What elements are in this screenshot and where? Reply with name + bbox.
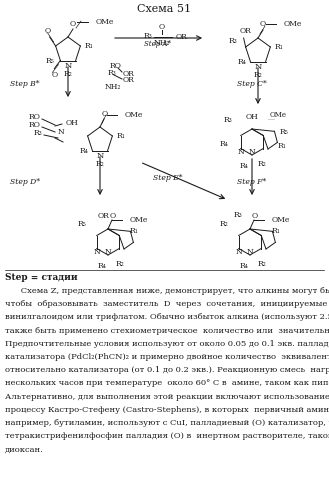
Text: N: N <box>93 248 100 256</box>
Text: Step E*: Step E* <box>153 174 183 182</box>
Text: R₂: R₂ <box>254 71 262 79</box>
Text: Step = стадии: Step = стадии <box>5 273 78 282</box>
Text: OMe: OMe <box>272 216 291 224</box>
Text: R₃: R₃ <box>223 116 232 124</box>
Text: ....: .... <box>267 116 275 121</box>
Text: OH: OH <box>246 113 258 121</box>
Text: R₁: R₁ <box>130 227 139 235</box>
Text: R₃: R₃ <box>233 211 242 219</box>
Text: N: N <box>254 63 262 71</box>
Text: R₃: R₃ <box>108 69 117 77</box>
Text: также быть применено стехиометрическое  количество или  значительный избыток).: также быть применено стехиометрическое к… <box>5 326 329 334</box>
Text: N: N <box>237 148 244 156</box>
Text: NH₂: NH₂ <box>105 83 121 91</box>
Text: R₁: R₁ <box>274 43 283 51</box>
Text: R₁: R₁ <box>272 227 281 235</box>
Text: OMe: OMe <box>96 18 114 26</box>
Text: O: O <box>102 110 108 118</box>
Text: Схема 51: Схема 51 <box>137 4 191 14</box>
Text: Step A*: Step A* <box>144 40 171 48</box>
Text: N: N <box>58 128 64 136</box>
Text: R₄: R₄ <box>240 162 248 170</box>
Text: OMe: OMe <box>270 111 287 119</box>
Text: N: N <box>96 152 104 160</box>
Text: винилгалоидом или трифлатом. Обычно избыток алкина (используют 2.5 экв., но може: винилгалоидом или трифлатом. Обычно избы… <box>5 314 329 322</box>
Text: OMe: OMe <box>125 111 143 119</box>
Text: O: O <box>252 212 258 220</box>
Text: RO: RO <box>28 113 40 121</box>
Text: R₂: R₂ <box>96 160 104 168</box>
Text: OR: OR <box>123 76 135 84</box>
Text: OR: OR <box>98 212 110 220</box>
Text: Схема Z, представленная ниже, демонстрирует, что алкины могут быть введены,: Схема Z, представленная ниже, демонстрир… <box>5 287 329 295</box>
Text: нескольких часов при температуре  около 60° C в  амине, таком как пиперидин.: нескольких часов при температуре около 6… <box>5 380 329 388</box>
Text: N: N <box>105 248 112 256</box>
Text: R₁: R₁ <box>84 42 93 50</box>
Text: R₂: R₂ <box>63 70 72 78</box>
Text: R₄: R₄ <box>238 58 246 66</box>
Text: Альтернативно, для выполнения этой реакции включают использование условий по: Альтернативно, для выполнения этой реакц… <box>5 392 329 400</box>
Text: Предпочтительные условия используют от около 0.05 до 0.1 экв. палладиевого: Предпочтительные условия используют от о… <box>5 340 329 348</box>
Text: O: O <box>70 20 76 28</box>
Text: Step C*: Step C* <box>237 80 267 88</box>
Text: R₂: R₂ <box>258 160 266 168</box>
Text: RO: RO <box>110 62 122 70</box>
Text: катализатора (PdCl₂(PhCN)₂ и примерно двойное количество  эквивалентов  CuI: катализатора (PdCl₂(PhCN)₂ и примерно дв… <box>5 353 329 361</box>
Text: R₄: R₄ <box>98 262 107 270</box>
Text: OH: OH <box>66 119 79 127</box>
Text: N: N <box>249 148 255 156</box>
Text: R₂: R₂ <box>115 260 124 268</box>
Text: например, бутиламин, используют с CuI, палладиевый (О) катализатор, такой как: например, бутиламин, используют с CuI, п… <box>5 419 329 427</box>
Text: относительно катализатора (от 0.1 до 0.2 экв.). Реакционную смесь  нагревают в т: относительно катализатора (от 0.1 до 0.2… <box>5 366 329 374</box>
Text: R₂: R₂ <box>219 220 228 228</box>
Text: O: O <box>110 212 116 220</box>
Text: R₃: R₃ <box>229 37 238 45</box>
Text: R₁: R₁ <box>278 142 287 150</box>
Text: N: N <box>247 248 253 256</box>
Text: O: O <box>260 20 266 28</box>
Text: RO: RO <box>28 121 40 129</box>
Text: чтобы  образовывать  заместитель  D  через  сочетания,  инициируемые  металлом  : чтобы образовывать заместитель D через с… <box>5 300 329 308</box>
Text: Step B*: Step B* <box>10 80 39 88</box>
Text: O: O <box>159 23 165 31</box>
Text: N: N <box>235 248 242 256</box>
Text: Step D*: Step D* <box>10 178 40 186</box>
Text: NH₂: NH₂ <box>154 39 170 47</box>
Text: R₃: R₃ <box>33 129 42 137</box>
Text: R₄: R₄ <box>219 140 228 148</box>
Text: тетракистрифенилфосфин палладия (О) в  инертном растворителе, таком как ТГФ или: тетракистрифенилфосфин палладия (О) в ин… <box>5 432 329 440</box>
Text: R₅: R₅ <box>280 128 289 136</box>
Text: OR: OR <box>123 70 135 78</box>
Text: OMe: OMe <box>284 20 302 28</box>
Text: процессу Кастро-Стефену (Castro-Stephens), в которых  первичный амин, такой как,: процессу Кастро-Стефену (Castro-Stephens… <box>5 406 329 414</box>
Text: диоксан.: диоксан. <box>5 446 44 454</box>
Text: OR: OR <box>176 33 188 41</box>
Text: Step F*: Step F* <box>237 178 266 186</box>
Text: R₂: R₂ <box>258 260 266 268</box>
Text: R₅: R₅ <box>77 220 86 228</box>
Text: O: O <box>44 27 51 35</box>
Text: R₄: R₄ <box>80 146 89 154</box>
Text: R₄: R₄ <box>240 262 248 270</box>
Text: OMe: OMe <box>130 216 148 224</box>
Text: R₅: R₅ <box>46 56 54 64</box>
Text: O: O <box>51 70 58 78</box>
Text: R₃: R₃ <box>143 32 152 40</box>
Text: OR: OR <box>240 27 252 35</box>
Text: N: N <box>64 62 72 70</box>
Text: R₁: R₁ <box>116 132 125 140</box>
